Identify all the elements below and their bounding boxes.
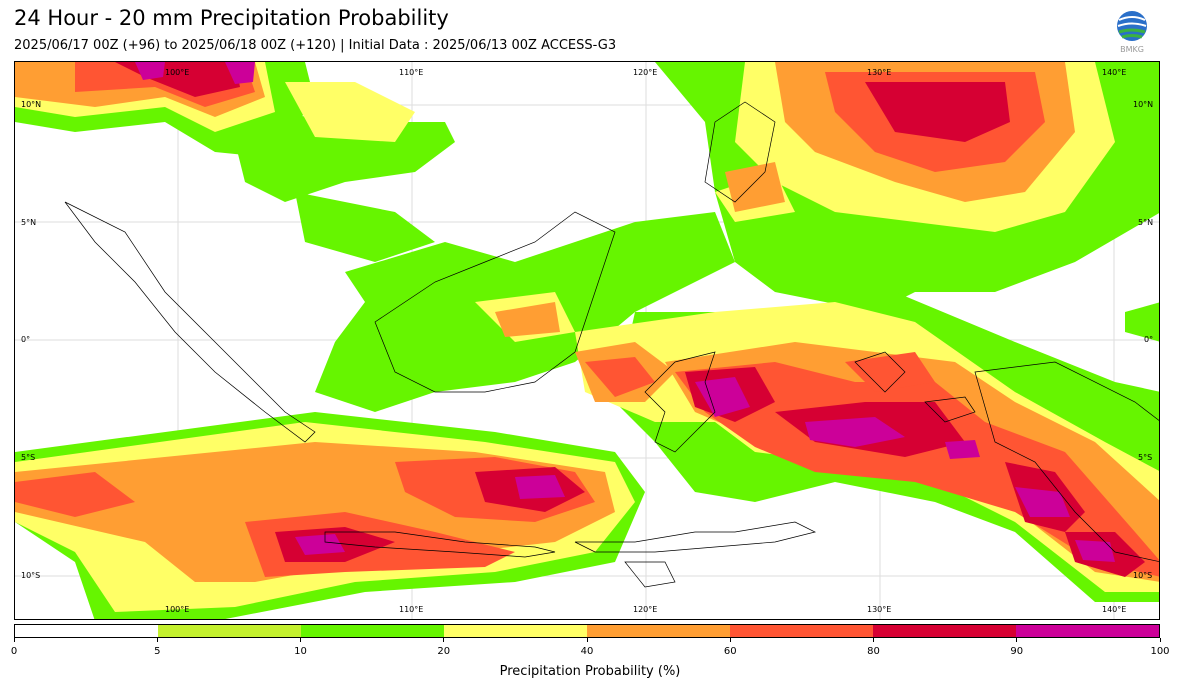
colorbar-tick-mark (443, 638, 445, 642)
lat-label-right: 10°N (1133, 100, 1154, 109)
lon-label-top: 130°E (867, 68, 892, 77)
lat-label-left: 10°S (21, 571, 41, 580)
lat-label-right: 0° (1144, 335, 1154, 344)
lat-label-left: 5°N (21, 218, 37, 227)
coastline-layer (64, 101, 1159, 588)
colorbar-segment (158, 625, 301, 637)
colorbar-tick-mark (13, 638, 15, 642)
lon-label-top: 110°E (399, 68, 424, 77)
colorbar (14, 624, 1160, 638)
lon-label-bottom: 130°E (867, 605, 892, 614)
colorbar-segment (730, 625, 873, 637)
lat-label-left: 0° (21, 335, 31, 344)
probability-90-region (135, 62, 1115, 562)
lat-label-right: 5°N (1138, 218, 1154, 227)
colorbar-tick-mark (1159, 638, 1161, 642)
colorbar-segment (1016, 625, 1159, 637)
colorbar-tick-label: 10 (294, 646, 307, 657)
colorbar-tick-label: 100 (1150, 646, 1170, 657)
colorbar-tick-label: 60 (723, 646, 737, 657)
chart-subtitle: 2025/06/17 00Z (+96) to 2025/06/18 00Z (… (14, 38, 617, 53)
colorbar-tick-mark (586, 638, 588, 642)
lon-label-top: 120°E (633, 68, 658, 77)
lon-label-bottom: 120°E (633, 605, 658, 614)
lon-label-top: 100°E (165, 68, 190, 77)
colorbar-tick-mark (156, 638, 158, 642)
colorbar-tick-label: 90 (1010, 646, 1024, 657)
precipitation-map: 100°E 110°E 120°E 130°E 140°E 100°E 110°… (14, 61, 1160, 620)
lon-label-bottom: 140°E (1102, 605, 1127, 614)
lon-label-bottom: 110°E (399, 605, 424, 614)
colorbar-segment (15, 625, 158, 637)
colorbar-tick-label: 40 (580, 646, 594, 657)
lat-label-left: 10°N (21, 100, 42, 109)
colorbar-segment (873, 625, 1016, 637)
colorbar-tick-mark (729, 638, 731, 642)
colorbar-tick-label: 0 (10, 646, 18, 657)
colorbar-tick-mark (873, 638, 874, 642)
bmkg-logo-icon: BMKG (1114, 10, 1150, 54)
lat-label-left: 5°S (21, 453, 36, 462)
colorbar-segment (444, 625, 587, 637)
lon-label-top: 140°E (1102, 68, 1127, 77)
colorbar-tick-label: 80 (867, 646, 880, 657)
lon-label-bottom: 100°E (165, 605, 190, 614)
colorbar-tick-label: 20 (437, 646, 451, 657)
lat-label-right: 10°S (1133, 571, 1153, 580)
chart-title: 24 Hour - 20 mm Precipitation Probabilit… (14, 6, 449, 30)
lat-label-right: 5°S (1138, 453, 1153, 462)
colorbar-segment (301, 625, 444, 637)
colorbar-tick-mark (300, 638, 301, 642)
colorbar-tick-mark (1016, 638, 1018, 642)
precip-field-layer (15, 62, 1159, 619)
colorbar-tick-label: 5 (154, 646, 161, 657)
colorbar-segment (587, 625, 730, 637)
logo-text: BMKG (1120, 45, 1144, 54)
colorbar-label: Precipitation Probability (%) (499, 664, 681, 679)
